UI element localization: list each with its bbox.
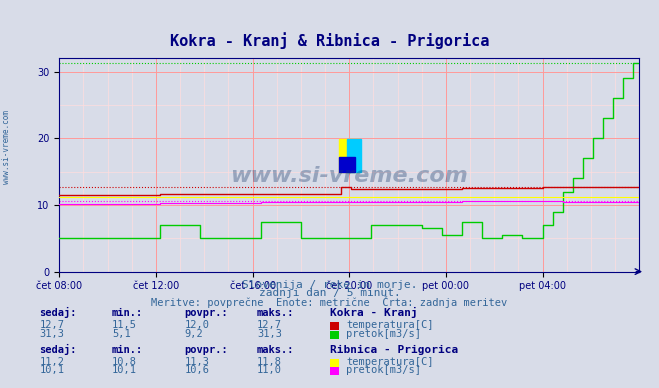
Bar bbox=[347, 139, 361, 172]
Text: min.:: min.: bbox=[112, 345, 143, 355]
Text: Kokra - Kranj: Kokra - Kranj bbox=[330, 307, 417, 318]
Text: min.:: min.: bbox=[112, 308, 143, 318]
Text: 11,5: 11,5 bbox=[112, 320, 137, 330]
Text: zadnji dan / 5 minut.: zadnji dan / 5 minut. bbox=[258, 288, 401, 298]
Text: sedaj:: sedaj: bbox=[40, 344, 77, 355]
Text: povpr.:: povpr.: bbox=[185, 308, 228, 318]
Text: 31,3: 31,3 bbox=[257, 329, 282, 339]
Bar bbox=[339, 157, 355, 172]
Text: pretok[m3/s]: pretok[m3/s] bbox=[346, 365, 421, 375]
Text: Kokra - Kranj & Ribnica - Prigorica: Kokra - Kranj & Ribnica - Prigorica bbox=[170, 32, 489, 49]
Text: 10,6: 10,6 bbox=[185, 365, 210, 375]
Text: 31,3: 31,3 bbox=[40, 329, 65, 339]
Text: temperatura[C]: temperatura[C] bbox=[346, 320, 434, 330]
Text: 10,8: 10,8 bbox=[112, 357, 137, 367]
Text: 12,0: 12,0 bbox=[185, 320, 210, 330]
Text: povpr.:: povpr.: bbox=[185, 345, 228, 355]
Text: 5,1: 5,1 bbox=[112, 329, 130, 339]
Text: 11,3: 11,3 bbox=[185, 357, 210, 367]
Text: 11,2: 11,2 bbox=[40, 357, 65, 367]
Text: 10,1: 10,1 bbox=[40, 365, 65, 375]
Text: www.si-vreme.com: www.si-vreme.com bbox=[2, 111, 11, 184]
Text: 12,7: 12,7 bbox=[40, 320, 65, 330]
Text: Meritve: povprečne  Enote: metrične  Črta: zadnja meritev: Meritve: povprečne Enote: metrične Črta:… bbox=[152, 296, 507, 308]
Text: 12,7: 12,7 bbox=[257, 320, 282, 330]
Text: 11,0: 11,0 bbox=[257, 365, 282, 375]
Text: maks.:: maks.: bbox=[257, 308, 295, 318]
Text: sedaj:: sedaj: bbox=[40, 307, 77, 318]
Text: pretok[m3/s]: pretok[m3/s] bbox=[346, 329, 421, 339]
Text: 11,8: 11,8 bbox=[257, 357, 282, 367]
Bar bbox=[339, 139, 359, 172]
Text: maks.:: maks.: bbox=[257, 345, 295, 355]
Text: temperatura[C]: temperatura[C] bbox=[346, 357, 434, 367]
Text: Ribnica - Prigorica: Ribnica - Prigorica bbox=[330, 345, 458, 355]
Text: 9,2: 9,2 bbox=[185, 329, 203, 339]
Text: www.si-vreme.com: www.si-vreme.com bbox=[231, 166, 468, 185]
Text: 10,1: 10,1 bbox=[112, 365, 137, 375]
Text: Slovenija / reke in morje.: Slovenija / reke in morje. bbox=[242, 280, 417, 290]
